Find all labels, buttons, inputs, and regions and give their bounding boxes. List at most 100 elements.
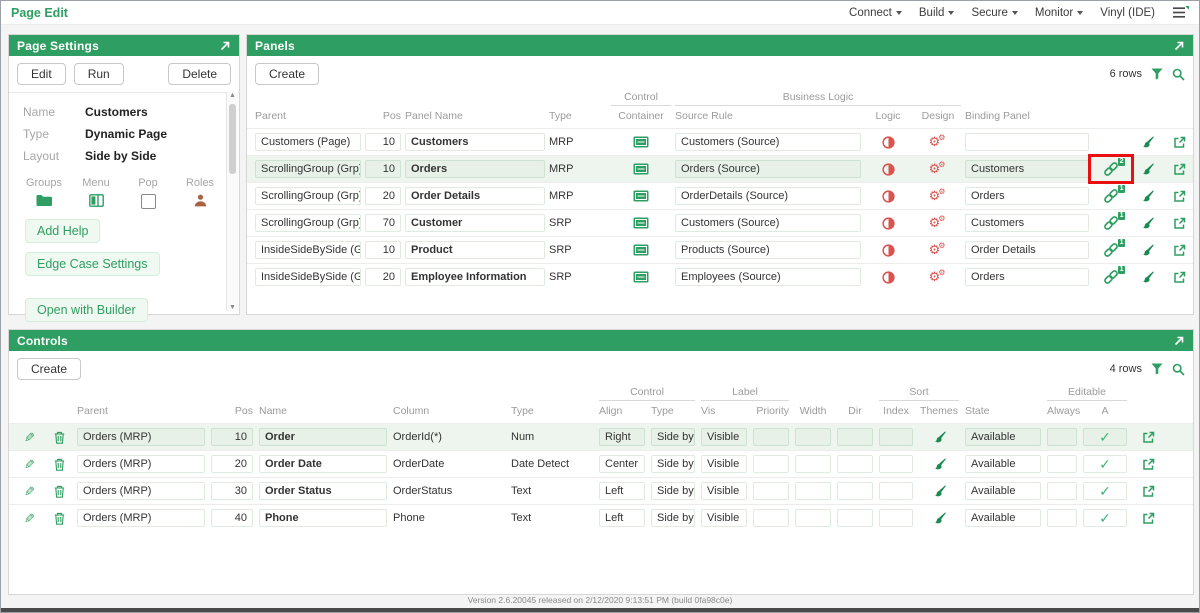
width-cell[interactable] xyxy=(795,428,831,446)
label-type-cell[interactable]: Side by ... xyxy=(651,482,695,500)
name-cell[interactable]: Order Status xyxy=(259,482,387,500)
priority-cell[interactable] xyxy=(753,509,789,527)
priority-cell[interactable] xyxy=(753,482,789,500)
width-cell[interactable] xyxy=(795,509,831,527)
logic-half-circle-icon[interactable] xyxy=(865,237,911,263)
a-check-cell[interactable]: ✓ xyxy=(1083,482,1127,500)
always-cell[interactable] xyxy=(1047,482,1077,500)
dir-cell[interactable] xyxy=(837,455,873,473)
index-cell[interactable] xyxy=(879,455,913,473)
parent-cell[interactable]: Orders (MRP) xyxy=(77,482,205,500)
open-external-icon[interactable] xyxy=(1133,478,1163,504)
parent-cell[interactable]: Orders (MRP) xyxy=(77,428,205,446)
vis-cell[interactable]: Visible xyxy=(701,455,747,473)
menu-toggle[interactable]: Menu xyxy=(75,177,117,210)
priority-cell[interactable] xyxy=(753,428,789,446)
table-row[interactable]: InsideSideBySide (Grp) 20 Employee Infor… xyxy=(247,263,1193,290)
table-row[interactable]: ✎ Orders (MRP) 30 Order Status OrderStat… xyxy=(9,477,1193,504)
table-row[interactable]: ScrollingGroup (Grp) 10 Orders MRP Order… xyxy=(247,154,1193,184)
add-help-button[interactable]: Add Help xyxy=(25,219,101,243)
panel-name-cell[interactable]: Customers xyxy=(405,133,545,151)
paintbrush-icon[interactable] xyxy=(1133,210,1161,236)
design-gears-icon[interactable]: ⚙ ⚙ xyxy=(928,133,946,149)
table-row[interactable]: InsideSideBySide (Grp) 10 Product SRP Pr… xyxy=(247,236,1193,263)
container-icon[interactable] xyxy=(611,129,671,155)
binding-link-icon[interactable]: 1 xyxy=(1093,183,1129,209)
parent-cell[interactable]: Customers (Page) xyxy=(255,133,361,151)
label-type-cell[interactable]: Side by ... xyxy=(651,428,695,446)
a-check-cell[interactable]: ✓ xyxy=(1083,455,1127,473)
scroll-down-arrow[interactable]: ▼ xyxy=(229,304,236,311)
open-external-icon[interactable] xyxy=(1165,210,1193,236)
dir-cell[interactable] xyxy=(837,509,873,527)
binding-panel-cell[interactable]: Order Details xyxy=(965,241,1089,259)
vis-cell[interactable]: Visible xyxy=(701,428,747,446)
paintbrush-icon[interactable] xyxy=(1133,264,1161,290)
edit-button[interactable]: Edit xyxy=(17,63,66,85)
design-gears-icon[interactable]: ⚙ ⚙ xyxy=(928,187,946,203)
binding-link-icon[interactable]: 2 xyxy=(1088,154,1134,184)
pos-cell[interactable]: 40 xyxy=(211,509,253,527)
binding-link-icon[interactable]: 1 xyxy=(1093,264,1129,290)
nav-build[interactable]: Build xyxy=(919,7,955,19)
open-external-icon[interactable] xyxy=(1133,451,1163,477)
open-external-icon[interactable] xyxy=(1165,237,1193,263)
always-cell[interactable] xyxy=(1047,455,1077,473)
trash-icon[interactable] xyxy=(47,505,71,531)
trash-icon[interactable] xyxy=(47,451,71,477)
hamburger-menu-icon[interactable] xyxy=(1172,6,1189,19)
paintbrush-icon[interactable] xyxy=(1133,183,1161,209)
state-cell[interactable]: Available xyxy=(965,428,1041,446)
binding-panel-cell[interactable]: Orders xyxy=(965,187,1089,205)
trash-icon[interactable] xyxy=(47,424,71,450)
pos-cell[interactable]: 20 xyxy=(365,268,401,286)
source-rule-cell[interactable]: Customers (Source) xyxy=(675,133,861,151)
panel-name-cell[interactable]: Employee Information xyxy=(405,268,545,286)
source-rule-cell[interactable]: Orders (Source) xyxy=(675,160,861,178)
table-row[interactable]: ✎ Orders (MRP) 40 Phone Phone Text Left … xyxy=(9,504,1193,531)
table-row[interactable]: ✎ Orders (MRP) 20 Order Date OrderDate D… xyxy=(9,450,1193,477)
vis-cell[interactable]: Visible xyxy=(701,482,747,500)
logic-half-circle-icon[interactable] xyxy=(865,156,911,182)
panel-name-cell[interactable]: Order Details xyxy=(405,187,545,205)
width-cell[interactable] xyxy=(795,482,831,500)
open-external-icon[interactable] xyxy=(1165,129,1193,155)
container-icon[interactable] xyxy=(611,237,671,263)
roles-toggle[interactable]: Roles xyxy=(179,177,221,210)
run-button[interactable]: Run xyxy=(73,63,124,85)
parent-cell[interactable]: InsideSideBySide (Grp) xyxy=(255,268,361,286)
parent-cell[interactable]: InsideSideBySide (Grp) xyxy=(255,241,361,259)
a-check-cell[interactable]: ✓ xyxy=(1083,509,1127,527)
design-gears-icon[interactable]: ⚙ ⚙ xyxy=(928,268,946,284)
delete-button[interactable]: Delete xyxy=(168,63,231,85)
align-cell[interactable]: Right xyxy=(599,428,645,446)
filter-icon[interactable] xyxy=(1151,68,1163,80)
scroll-up-arrow[interactable]: ▲ xyxy=(229,92,236,99)
container-icon[interactable] xyxy=(611,264,671,290)
expand-icon[interactable] xyxy=(219,40,231,52)
binding-link-icon[interactable]: 1 xyxy=(1093,237,1129,263)
edge-case-settings-button[interactable]: Edge Case Settings xyxy=(25,252,160,276)
source-rule-cell[interactable]: Employees (Source) xyxy=(675,268,861,286)
nav-secure[interactable]: Secure xyxy=(971,7,1018,19)
search-icon[interactable] xyxy=(1172,363,1185,376)
pos-cell[interactable]: 20 xyxy=(365,187,401,205)
create-control-button[interactable]: Create xyxy=(17,358,82,380)
logic-half-circle-icon[interactable] xyxy=(865,210,911,236)
pop-toggle[interactable]: Pop xyxy=(127,177,169,210)
panel-name-cell[interactable]: Orders xyxy=(405,160,545,178)
panel-name-cell[interactable]: Product xyxy=(405,241,545,259)
align-cell[interactable]: Left xyxy=(599,482,645,500)
pencil-icon[interactable]: ✎ xyxy=(23,456,35,472)
paintbrush-icon[interactable] xyxy=(919,478,959,504)
align-cell[interactable]: Left xyxy=(599,509,645,527)
name-cell[interactable]: Order Date xyxy=(259,455,387,473)
binding-panel-cell[interactable]: Orders xyxy=(965,268,1089,286)
paintbrush-icon[interactable] xyxy=(919,424,959,450)
table-row[interactable]: ScrollingGroup (Grp) 70 Customer SRP Cus… xyxy=(247,209,1193,236)
width-cell[interactable] xyxy=(795,455,831,473)
open-external-icon[interactable] xyxy=(1165,156,1193,182)
open-external-icon[interactable] xyxy=(1165,183,1193,209)
design-gears-icon[interactable]: ⚙ ⚙ xyxy=(928,160,946,176)
expand-icon[interactable] xyxy=(1173,40,1185,52)
